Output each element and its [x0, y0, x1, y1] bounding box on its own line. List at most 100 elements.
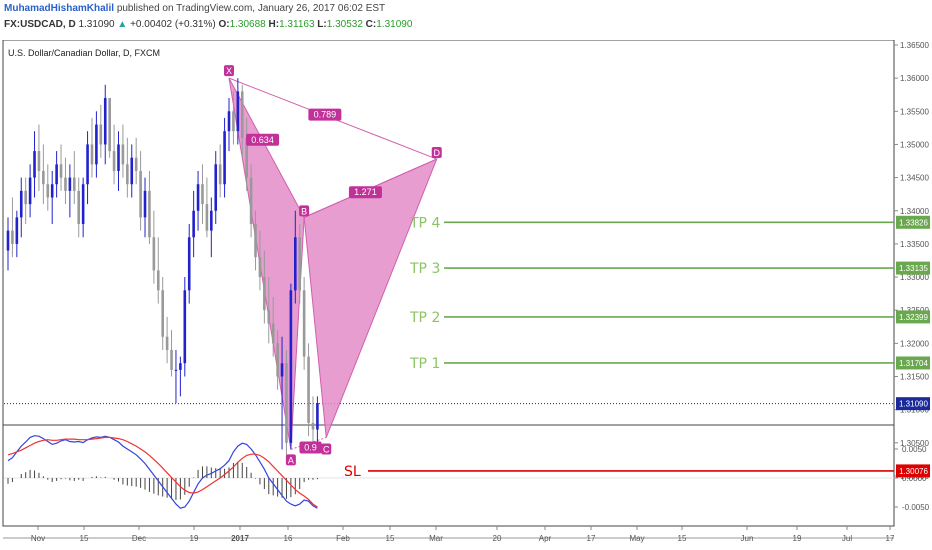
- candle-body: [15, 217, 19, 244]
- candle-body: [86, 144, 89, 185]
- time-tick-label: 15: [678, 534, 687, 543]
- price-tick-label: 1.35500: [900, 107, 929, 116]
- level-price-tag: [896, 261, 930, 275]
- target-levels[interactable]: TP 4 1.33826 TP 3 1.33135 TP 2 1.32399 TP 1 1.3…: [344, 215, 930, 480]
- macd-axis[interactable]: 0.0050 0.0000 -0.0050: [894, 445, 930, 512]
- header: MuhamadHishamKhalil published on Trading…: [0, 0, 932, 40]
- candle-body: [77, 190, 81, 225]
- publish-text: published on TradingView.com, January 26…: [116, 3, 386, 14]
- pattern-ratio-label: 0.789: [314, 110, 337, 120]
- time-tick-label: Dec: [132, 534, 146, 543]
- candle-body: [276, 343, 279, 377]
- candle-body: [249, 177, 253, 225]
- level-price-label: 1.30076: [899, 467, 928, 476]
- candle-body: [161, 290, 164, 337]
- pattern-point-label: X: [226, 66, 232, 76]
- level-label: TP 3: [409, 261, 440, 277]
- pattern-point-badge: [431, 147, 442, 159]
- candle-body: [280, 363, 284, 377]
- pattern-ratio-badge: [348, 186, 382, 199]
- price-tick-label: 1.31500: [900, 373, 929, 382]
- close-value: 1.31090: [376, 19, 413, 30]
- candle-body: [50, 184, 54, 198]
- price-tick-label: 1.35000: [900, 140, 929, 149]
- pattern-ratio-badge: [308, 108, 342, 121]
- candle-body: [196, 184, 200, 211]
- candlestick-series: [6, 78, 319, 457]
- level-price-tag: [896, 215, 930, 229]
- pattern-point-badge: [299, 205, 310, 217]
- candle-body: [37, 151, 41, 171]
- candle-body: [311, 422, 315, 430]
- level-price-label: 1.31704: [899, 359, 928, 368]
- author-link[interactable]: MuhamadHishamKhalil: [4, 3, 115, 14]
- pattern-ratio-label: 0.9: [304, 442, 317, 452]
- time-tick-label: 16: [284, 534, 293, 543]
- low-value: 1.30532: [326, 19, 363, 30]
- price-tick-label: 1.33500: [900, 240, 929, 249]
- time-tick-label: Mar: [429, 534, 443, 543]
- publish-line: MuhamadHishamKhalil published on Trading…: [4, 3, 385, 14]
- candle-body: [95, 124, 98, 165]
- price-tick-label: 1.36000: [900, 74, 929, 83]
- level-label: TP 4: [409, 215, 440, 231]
- last-price: 1.31090: [78, 19, 115, 30]
- change-value: +0.00402 (+0.31%): [130, 19, 216, 30]
- level-price-label: 1.32399: [899, 313, 928, 322]
- time-tick-label: Feb: [336, 534, 350, 543]
- candle-body: [134, 157, 138, 171]
- candle-body: [232, 111, 235, 132]
- pattern-ratio-label: 1.271: [354, 187, 377, 197]
- candle-body: [59, 164, 63, 178]
- candle-body: [126, 164, 129, 185]
- time-tick-label: 2017: [231, 534, 249, 543]
- candle-body: [192, 210, 195, 238]
- candle-body: [214, 164, 218, 211]
- macd-tick-label: 0.0050: [902, 445, 927, 454]
- macd-line: [7, 435, 318, 509]
- current-price-tag: 1.31090: [896, 397, 930, 411]
- macd-tick-label: -0.0050: [902, 503, 930, 512]
- level-label: TP 2: [409, 310, 440, 326]
- candle-body: [174, 369, 178, 371]
- candle-body: [210, 210, 213, 231]
- candle-body: [271, 323, 275, 344]
- candle-body: [285, 363, 288, 443]
- symbol-label: FX:USDCAD, D: [4, 19, 76, 30]
- level-label: TP 1: [409, 356, 440, 372]
- candle-body: [28, 177, 32, 205]
- chart-title: U.S. Dollar/Canadian Dollar, D, FXCM: [8, 48, 160, 58]
- candle-body: [236, 91, 240, 132]
- candle-body: [117, 144, 120, 171]
- low-label: L:: [317, 19, 327, 30]
- time-tick-label: 15: [386, 534, 395, 543]
- candle-body: [143, 190, 147, 218]
- pattern-point-label: B: [301, 206, 307, 216]
- candle-body: [156, 270, 160, 291]
- pattern-ratio-label: 0.634: [251, 135, 274, 145]
- level-price-label: 1.33826: [899, 218, 928, 227]
- pattern-point-badge: [285, 454, 296, 466]
- macd-signal-line: [7, 436, 318, 508]
- candle-body: [302, 290, 306, 357]
- candle-body: [139, 170, 142, 218]
- pattern-ratio-badge: [299, 441, 322, 454]
- pattern-point-badge: [224, 65, 234, 77]
- candle-body: [64, 177, 67, 191]
- pattern-point-badge: [321, 443, 332, 455]
- close-label: C:: [365, 19, 377, 30]
- candle-body: [263, 277, 266, 311]
- candle-body: [294, 237, 297, 291]
- candle-body: [267, 310, 271, 324]
- candle-body: [165, 336, 169, 350]
- candle-body: [6, 230, 10, 251]
- candle-body: [245, 137, 248, 178]
- candle-body: [218, 164, 222, 185]
- time-tick-label: 19: [190, 534, 199, 543]
- pattern-ratio-badge: [246, 133, 280, 146]
- candle-body: [99, 124, 103, 145]
- time-tick-label: Nov: [31, 534, 45, 543]
- candle-body: [103, 98, 107, 145]
- time-axis[interactable]: Nov 15 Dec 19 2017 16 Feb 15 Mar 20 Apr 17 May 15 Jun 1…: [31, 526, 895, 543]
